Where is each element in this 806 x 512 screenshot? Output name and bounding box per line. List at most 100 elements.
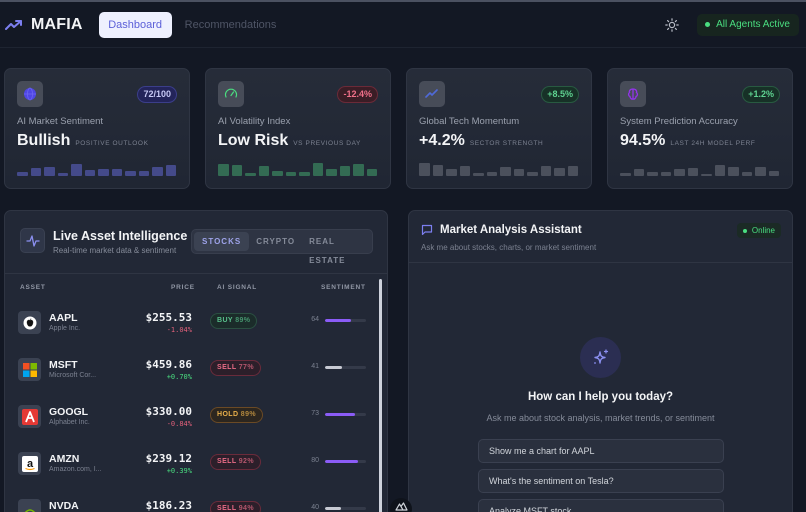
sparkline-bar	[84, 170, 95, 176]
sparkline-bar	[714, 165, 725, 176]
ticker: NVDA	[49, 500, 79, 512]
company-name: Microsoft Cor...	[49, 372, 97, 379]
market-assistant-panel: Market Analysis Assistant Ask me about s…	[408, 210, 793, 512]
stat-label: System Prediction Accuracy	[620, 116, 738, 127]
price: $186.23	[145, 499, 192, 512]
sparkline-chart	[17, 160, 176, 176]
suggestion-button[interactable]: What's the sentiment on Tesla?	[478, 469, 724, 493]
stat-badge: +1.2%	[742, 86, 780, 103]
sparkline-bar	[620, 173, 631, 176]
stat-badge: 72/100	[137, 86, 177, 103]
tab-stocks[interactable]: STOCKS	[194, 232, 250, 251]
welcome-title: How can I help you today?	[527, 391, 674, 403]
table-row[interactable]: NVDA $186.23 SELL 94% 40	[5, 499, 377, 512]
panel-subtitle: Ask me about stocks, charts, or market s…	[421, 243, 597, 252]
window-top-edge	[0, 0, 806, 2]
sparkline-chart	[218, 160, 377, 176]
sentiment-score: 73	[311, 410, 319, 417]
stat-subtext: SECTOR STRENGTH	[469, 140, 544, 147]
sparkline-bar	[567, 166, 578, 176]
sparkline-bar	[500, 167, 511, 176]
sparkline-bar	[687, 168, 698, 176]
sparkline-bar	[513, 169, 524, 176]
stat-card-volatility-index[interactable]: -12.4% AI Volatility Index Low Risk VS P…	[205, 68, 391, 189]
sentiment-score: 80	[311, 457, 319, 464]
sparkline-bar	[674, 169, 685, 176]
online-status-badge: Online	[736, 223, 781, 238]
column-header-sentiment: SENTIMENT	[321, 284, 366, 291]
nvidia-logo-icon	[18, 499, 41, 512]
status-dot-icon	[705, 22, 711, 27]
ticker: GOOGL	[49, 406, 89, 418]
alphabet-logo-icon	[18, 405, 41, 428]
sparkline-bar	[339, 166, 350, 176]
sparkline-bar	[432, 165, 443, 176]
sparkline-bar	[231, 165, 242, 176]
panel-subtitle: Real-time market data & sentiment	[53, 246, 177, 255]
stat-value: +4.2%	[419, 132, 465, 149]
stat-card-tech-momentum[interactable]: +8.5% Global Tech Momentum +4.2% SECTOR …	[406, 68, 592, 189]
sparkline-bar	[57, 173, 68, 176]
sparkline-bar	[353, 164, 364, 176]
sparkline-chart	[419, 160, 578, 176]
column-header-price: PRICE	[171, 284, 195, 291]
agents-status-badge: All Agents Active	[697, 13, 799, 36]
sparkline-bar	[272, 171, 283, 176]
ticker: AAPL	[49, 312, 78, 324]
ai-signal-badge: SELL 77%	[210, 360, 261, 376]
sparkline-bar	[527, 172, 538, 176]
sentiment-bar	[325, 413, 366, 416]
table-row[interactable]: AAPL Apple Inc. $255.53 -1.04% BUY 89% 6…	[5, 311, 377, 358]
price: $330.00	[145, 405, 192, 418]
activity-icon	[20, 228, 45, 253]
ai-signal-badge: SELL 94%	[210, 501, 261, 512]
table-row[interactable]: MSFT Microsoft Cor... $459.86 +0.70% SEL…	[5, 358, 377, 405]
stat-badge: -12.4%	[337, 86, 378, 103]
top-nav-bar: MAFIA Dashboard Recommendations All Agen…	[0, 2, 806, 48]
table-row[interactable]: GOOGL Alphabet Inc. $330.00 -0.84% HOLD …	[5, 405, 377, 452]
devtools-toggle-button[interactable]	[390, 498, 412, 512]
stat-value: 94.5%	[620, 132, 666, 149]
trending-up-icon	[419, 81, 445, 107]
nav-tab-dashboard[interactable]: Dashboard	[98, 11, 172, 38]
sparkline-bar	[312, 163, 323, 176]
price-change: -1.04%	[166, 326, 192, 334]
sentiment-bar	[325, 319, 366, 322]
welcome-subtitle: Ask me about stock analysis, market tren…	[486, 413, 715, 423]
sentiment-bar	[325, 366, 366, 369]
globe-icon	[17, 81, 43, 107]
sparkline-bar	[44, 167, 55, 176]
table-scrollbar[interactable]	[379, 279, 382, 512]
company-name: Amazon.com, I...	[49, 466, 102, 473]
sparkline-bar	[165, 165, 176, 176]
stat-subtext: POSITIVE OUTLOOK	[75, 140, 149, 147]
chat-bubble-icon	[421, 224, 433, 236]
suggestion-button[interactable]: Analyze MSFT stock	[478, 499, 724, 512]
nav-tab-recommendations[interactable]: Recommendations	[184, 18, 277, 31]
agents-status-text: All Agents Active	[716, 19, 790, 30]
tab-crypto[interactable]: CRYPTO	[256, 237, 296, 246]
theme-toggle-button[interactable]	[663, 16, 681, 34]
sparkline-bar	[647, 172, 658, 176]
sparkline-bar	[30, 168, 41, 176]
sparkline-bar	[138, 171, 149, 176]
sparkline-bar	[258, 166, 269, 176]
table-row[interactable]: a AMZN Amazon.com, I... $239.12 +0.39% S…	[5, 452, 377, 499]
sparkline-bar	[446, 169, 457, 176]
microsoft-logo-icon	[18, 358, 41, 381]
stat-card-market-sentiment[interactable]: 72/100 AI Market Sentiment Bullish POSIT…	[4, 68, 190, 189]
suggestion-button[interactable]: Show me a chart for AAPL	[478, 439, 724, 463]
tab-real-estate[interactable]: REAL ESTATE	[309, 237, 346, 265]
sparkline-bar	[701, 174, 712, 176]
brand[interactable]: MAFIA	[5, 16, 83, 34]
sentiment-bar	[325, 507, 366, 510]
stat-subtext: LAST 24H MODEL PERF	[670, 140, 756, 147]
brain-icon	[620, 81, 646, 107]
apple-logo-icon	[18, 311, 41, 334]
sun-icon	[665, 17, 679, 32]
price-change: -0.84%	[166, 420, 192, 428]
stat-card-prediction-accuracy[interactable]: +1.2% System Prediction Accuracy 94.5% L…	[607, 68, 793, 189]
stat-value: Low Risk	[218, 132, 289, 149]
sparkline-bar	[245, 173, 256, 176]
mountain-logo-icon	[394, 502, 408, 511]
